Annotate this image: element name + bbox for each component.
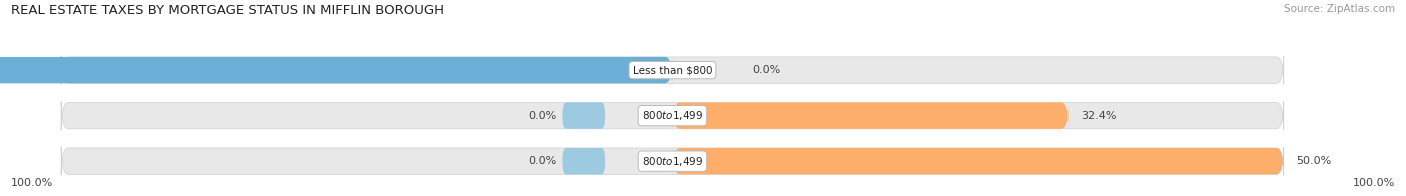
Text: 50.0%: 50.0% [1296, 156, 1331, 166]
FancyBboxPatch shape [60, 56, 1284, 84]
Text: 0.0%: 0.0% [752, 65, 780, 75]
FancyBboxPatch shape [0, 56, 672, 84]
Text: REAL ESTATE TAXES BY MORTGAGE STATUS IN MIFFLIN BOROUGH: REAL ESTATE TAXES BY MORTGAGE STATUS IN … [11, 4, 444, 17]
FancyBboxPatch shape [672, 147, 1284, 175]
Text: 0.0%: 0.0% [529, 156, 557, 166]
Text: 32.4%: 32.4% [1081, 111, 1116, 121]
Text: $800 to $1,499: $800 to $1,499 [641, 109, 703, 122]
Text: 100.0%: 100.0% [1353, 178, 1395, 188]
FancyBboxPatch shape [562, 148, 605, 174]
FancyBboxPatch shape [562, 103, 605, 129]
Text: 0.0%: 0.0% [529, 111, 557, 121]
Text: Source: ZipAtlas.com: Source: ZipAtlas.com [1284, 4, 1395, 14]
FancyBboxPatch shape [60, 147, 1284, 175]
Text: Less than $800: Less than $800 [633, 65, 713, 75]
FancyBboxPatch shape [60, 102, 1284, 130]
Text: 100.0%: 100.0% [11, 178, 53, 188]
Text: $800 to $1,499: $800 to $1,499 [641, 155, 703, 168]
FancyBboxPatch shape [672, 102, 1069, 130]
